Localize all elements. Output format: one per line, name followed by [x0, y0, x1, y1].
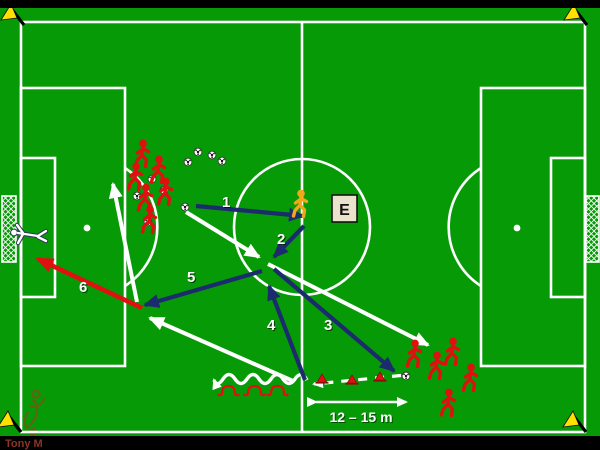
soccer-ball-icon: [180, 202, 190, 212]
run-arrow-to-center: [184, 210, 261, 259]
soccer-ball-icon: [193, 147, 203, 157]
coach-player: E: [291, 188, 358, 223]
soccer-ball-icon: [207, 150, 217, 160]
penalty-spot-left: [83, 224, 91, 232]
goal-net-right: [585, 195, 600, 263]
distance-label: 12 – 15 m: [329, 409, 392, 425]
goalkeeper: [10, 222, 49, 246]
credit-text: Tony M: [5, 438, 43, 450]
pass-arrows: [35, 203, 396, 381]
penalty-arc-left: [124, 166, 159, 288]
arrow-label-2: 2: [277, 231, 285, 248]
bottom-frame: [0, 436, 600, 450]
run-arrow-from-dribble: [148, 316, 294, 383]
top-frame: [0, 0, 600, 8]
pass-arrow-2: [272, 224, 306, 259]
run-arrow-to-right-group: [267, 262, 430, 347]
run-arrows: [108, 182, 430, 391]
pass-arrow-1: [195, 203, 305, 222]
arrow-label-4: 4: [267, 317, 276, 334]
arrow-labels: 1 2 3 4 5 6: [79, 194, 332, 334]
shot-arrow-6: [35, 256, 143, 311]
goal-net-left: [1, 195, 17, 263]
penalty-spot-right: [513, 224, 521, 232]
penalty-arc-right: [447, 166, 482, 288]
pass-arrow-5: [143, 268, 263, 308]
soccer-ball-icon: [217, 156, 227, 166]
coach-label-box: [331, 194, 358, 223]
pass-arrow-4: [267, 284, 307, 381]
run-arrow-up-left: [108, 182, 139, 303]
arrow-label-3: 3: [324, 317, 332, 334]
watermark-logo-icon: [23, 389, 46, 437]
coach-label: E: [339, 202, 350, 219]
dribble-squiggle-arrow: [212, 372, 309, 391]
goal-area-right: [549, 156, 587, 299]
corner-flag-bottom-left-pole: [0, 410, 23, 433]
soccer-ball-icon: [183, 157, 193, 167]
arrow-label-1: 1: [222, 194, 230, 211]
arrow-label-6: 6: [79, 279, 87, 296]
soccer-ball-icon: [401, 371, 411, 381]
pass-arrow-3: [272, 267, 396, 373]
arrow-label-5: 5: [187, 269, 195, 286]
distance-marker: 12 – 15 m: [307, 397, 408, 425]
